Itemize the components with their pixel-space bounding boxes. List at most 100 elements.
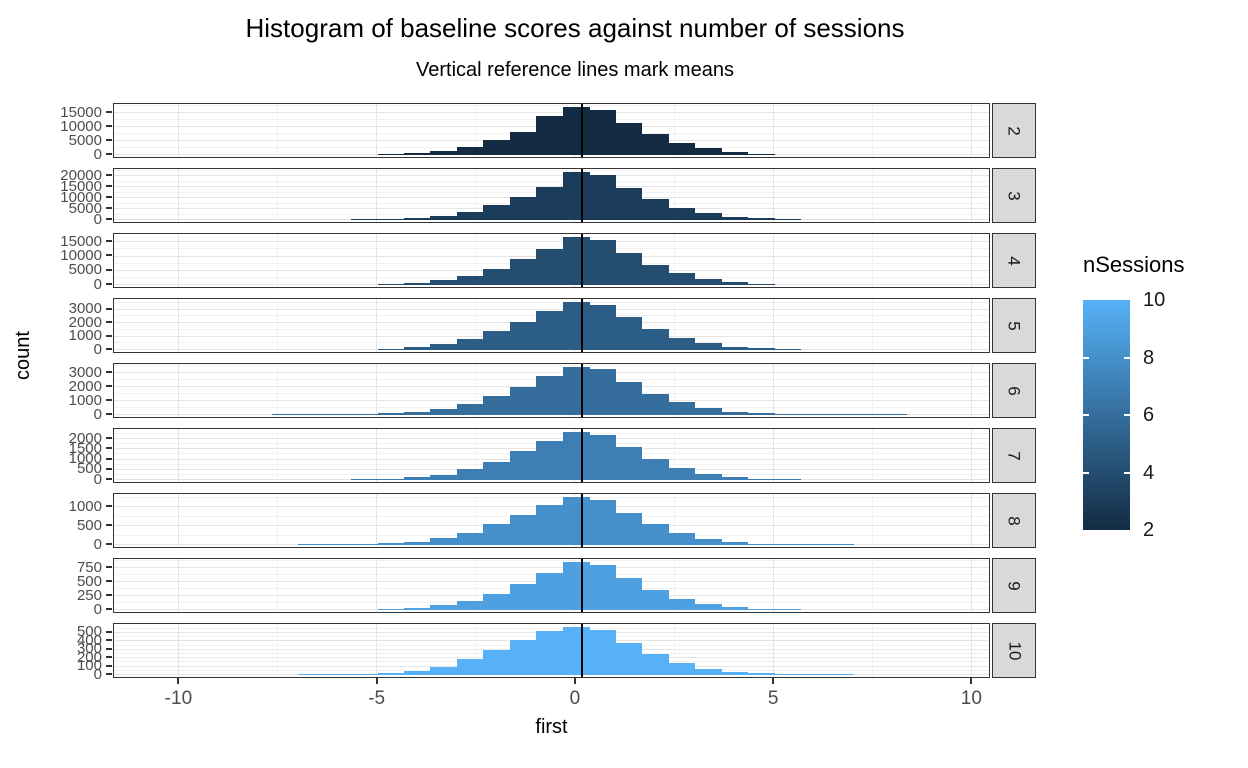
histogram-bar xyxy=(403,411,431,415)
gridline-x-major xyxy=(177,104,179,157)
histogram-bar xyxy=(536,186,564,220)
y-tick-mark xyxy=(106,283,112,286)
histogram-bar xyxy=(589,174,617,220)
histogram-bar xyxy=(456,532,484,545)
legend-colorbar-tick xyxy=(1083,356,1089,359)
y-tick-mark xyxy=(106,196,112,199)
y-tick-label: 1000 xyxy=(68,450,102,468)
histogram-bar xyxy=(774,413,802,415)
histogram-bar xyxy=(403,541,431,545)
facet-panel xyxy=(113,623,990,678)
gridline-x-major xyxy=(376,559,378,612)
histogram-bar xyxy=(774,608,802,610)
y-tick-label: 2000 xyxy=(68,377,102,395)
gridline-x-major xyxy=(970,494,972,547)
mean-reference-line xyxy=(581,624,584,677)
y-tick-mark xyxy=(106,478,112,481)
histogram-bar xyxy=(694,668,722,675)
gridline-x-major xyxy=(772,494,774,547)
histogram-bar xyxy=(509,321,537,350)
gridline-x-major xyxy=(376,234,378,287)
gridline-y-major xyxy=(114,241,989,243)
histogram-bar xyxy=(747,543,775,545)
histogram-bar xyxy=(879,413,907,415)
y-tick-label: 15000 xyxy=(60,177,102,195)
x-tick-label: 5 xyxy=(767,688,779,709)
histogram-bar xyxy=(589,629,617,675)
histogram-bar xyxy=(721,411,749,415)
histogram-bar xyxy=(562,172,590,220)
mean-reference-line xyxy=(581,104,584,157)
histogram-bar xyxy=(721,151,749,155)
histogram-bar xyxy=(800,673,828,675)
facet-panel-inner xyxy=(114,299,989,352)
histogram-bar xyxy=(721,671,749,675)
histogram-bar xyxy=(456,600,484,610)
y-tick-label: 300 xyxy=(76,640,102,658)
x-tick-label: -10 xyxy=(164,688,193,709)
gridline-x-major xyxy=(970,559,972,612)
y-tick-mark xyxy=(106,399,112,402)
gridline-x-minor xyxy=(475,104,477,157)
facet-panel-inner xyxy=(114,624,989,677)
y-tick-mark xyxy=(106,385,112,388)
y-tick-mark xyxy=(106,111,112,114)
facet-panel xyxy=(113,233,990,288)
gridline-y-major xyxy=(114,544,989,546)
histogram-bar xyxy=(641,654,669,675)
gridline-y-minor xyxy=(114,432,989,434)
gridline-x-major xyxy=(376,429,378,482)
histogram-bar xyxy=(668,337,696,350)
histogram-bar xyxy=(747,413,775,415)
histogram-bar xyxy=(351,413,379,415)
gridline-x-major xyxy=(177,234,179,287)
histogram-bar xyxy=(774,673,802,675)
y-tick-label: 1000 xyxy=(68,391,102,409)
histogram-bar xyxy=(456,338,484,350)
histogram-bar xyxy=(615,447,643,480)
y-tick-mark xyxy=(106,580,112,583)
histogram-bar xyxy=(721,541,749,545)
histogram-bar xyxy=(403,607,431,610)
y-tick-label: 5000 xyxy=(68,261,102,279)
gridline-y-major xyxy=(114,219,989,221)
gridline-x-major xyxy=(376,169,378,222)
histogram-bar xyxy=(377,218,405,220)
gridline-x-minor xyxy=(871,364,873,417)
mean-reference-line xyxy=(581,429,584,482)
gridline-x-minor xyxy=(475,494,477,547)
histogram-bar xyxy=(747,478,775,480)
histogram-bar xyxy=(641,589,669,610)
histogram-bar xyxy=(800,413,828,415)
histogram-bar xyxy=(562,562,590,610)
gridline-x-minor xyxy=(871,104,873,157)
gridline-x-major xyxy=(772,299,774,352)
y-tick-mark xyxy=(106,630,112,633)
histogram-bar xyxy=(589,239,617,285)
facet-strip: 3 xyxy=(992,168,1036,223)
gridline-x-major xyxy=(177,559,179,612)
facet-strip-label: 8 xyxy=(1005,515,1024,526)
gridline-y-major xyxy=(114,414,989,416)
histogram-bar xyxy=(721,282,749,285)
facet-panel-inner xyxy=(114,429,989,482)
y-tick-label: 20000 xyxy=(60,166,102,184)
y-tick-mark xyxy=(106,656,112,659)
x-axis-title: first xyxy=(535,716,568,738)
mean-reference-line xyxy=(581,559,584,612)
mean-reference-line xyxy=(581,299,584,352)
histogram-bar xyxy=(536,311,564,350)
gridline-x-major xyxy=(970,104,972,157)
legend-colorbar-tick xyxy=(1083,471,1089,474)
y-tick-mark xyxy=(106,371,112,374)
gridline-x-major xyxy=(376,624,378,677)
gridline-x-minor xyxy=(673,624,675,677)
histogram-bar xyxy=(774,543,802,545)
facet-panel-inner xyxy=(114,104,989,157)
histogram-bar xyxy=(403,477,431,480)
histogram-bar xyxy=(509,514,537,545)
histogram-bar xyxy=(298,543,326,545)
gridline-y-minor xyxy=(114,496,989,498)
histogram-bar xyxy=(377,283,405,285)
histogram-bar xyxy=(615,577,643,610)
